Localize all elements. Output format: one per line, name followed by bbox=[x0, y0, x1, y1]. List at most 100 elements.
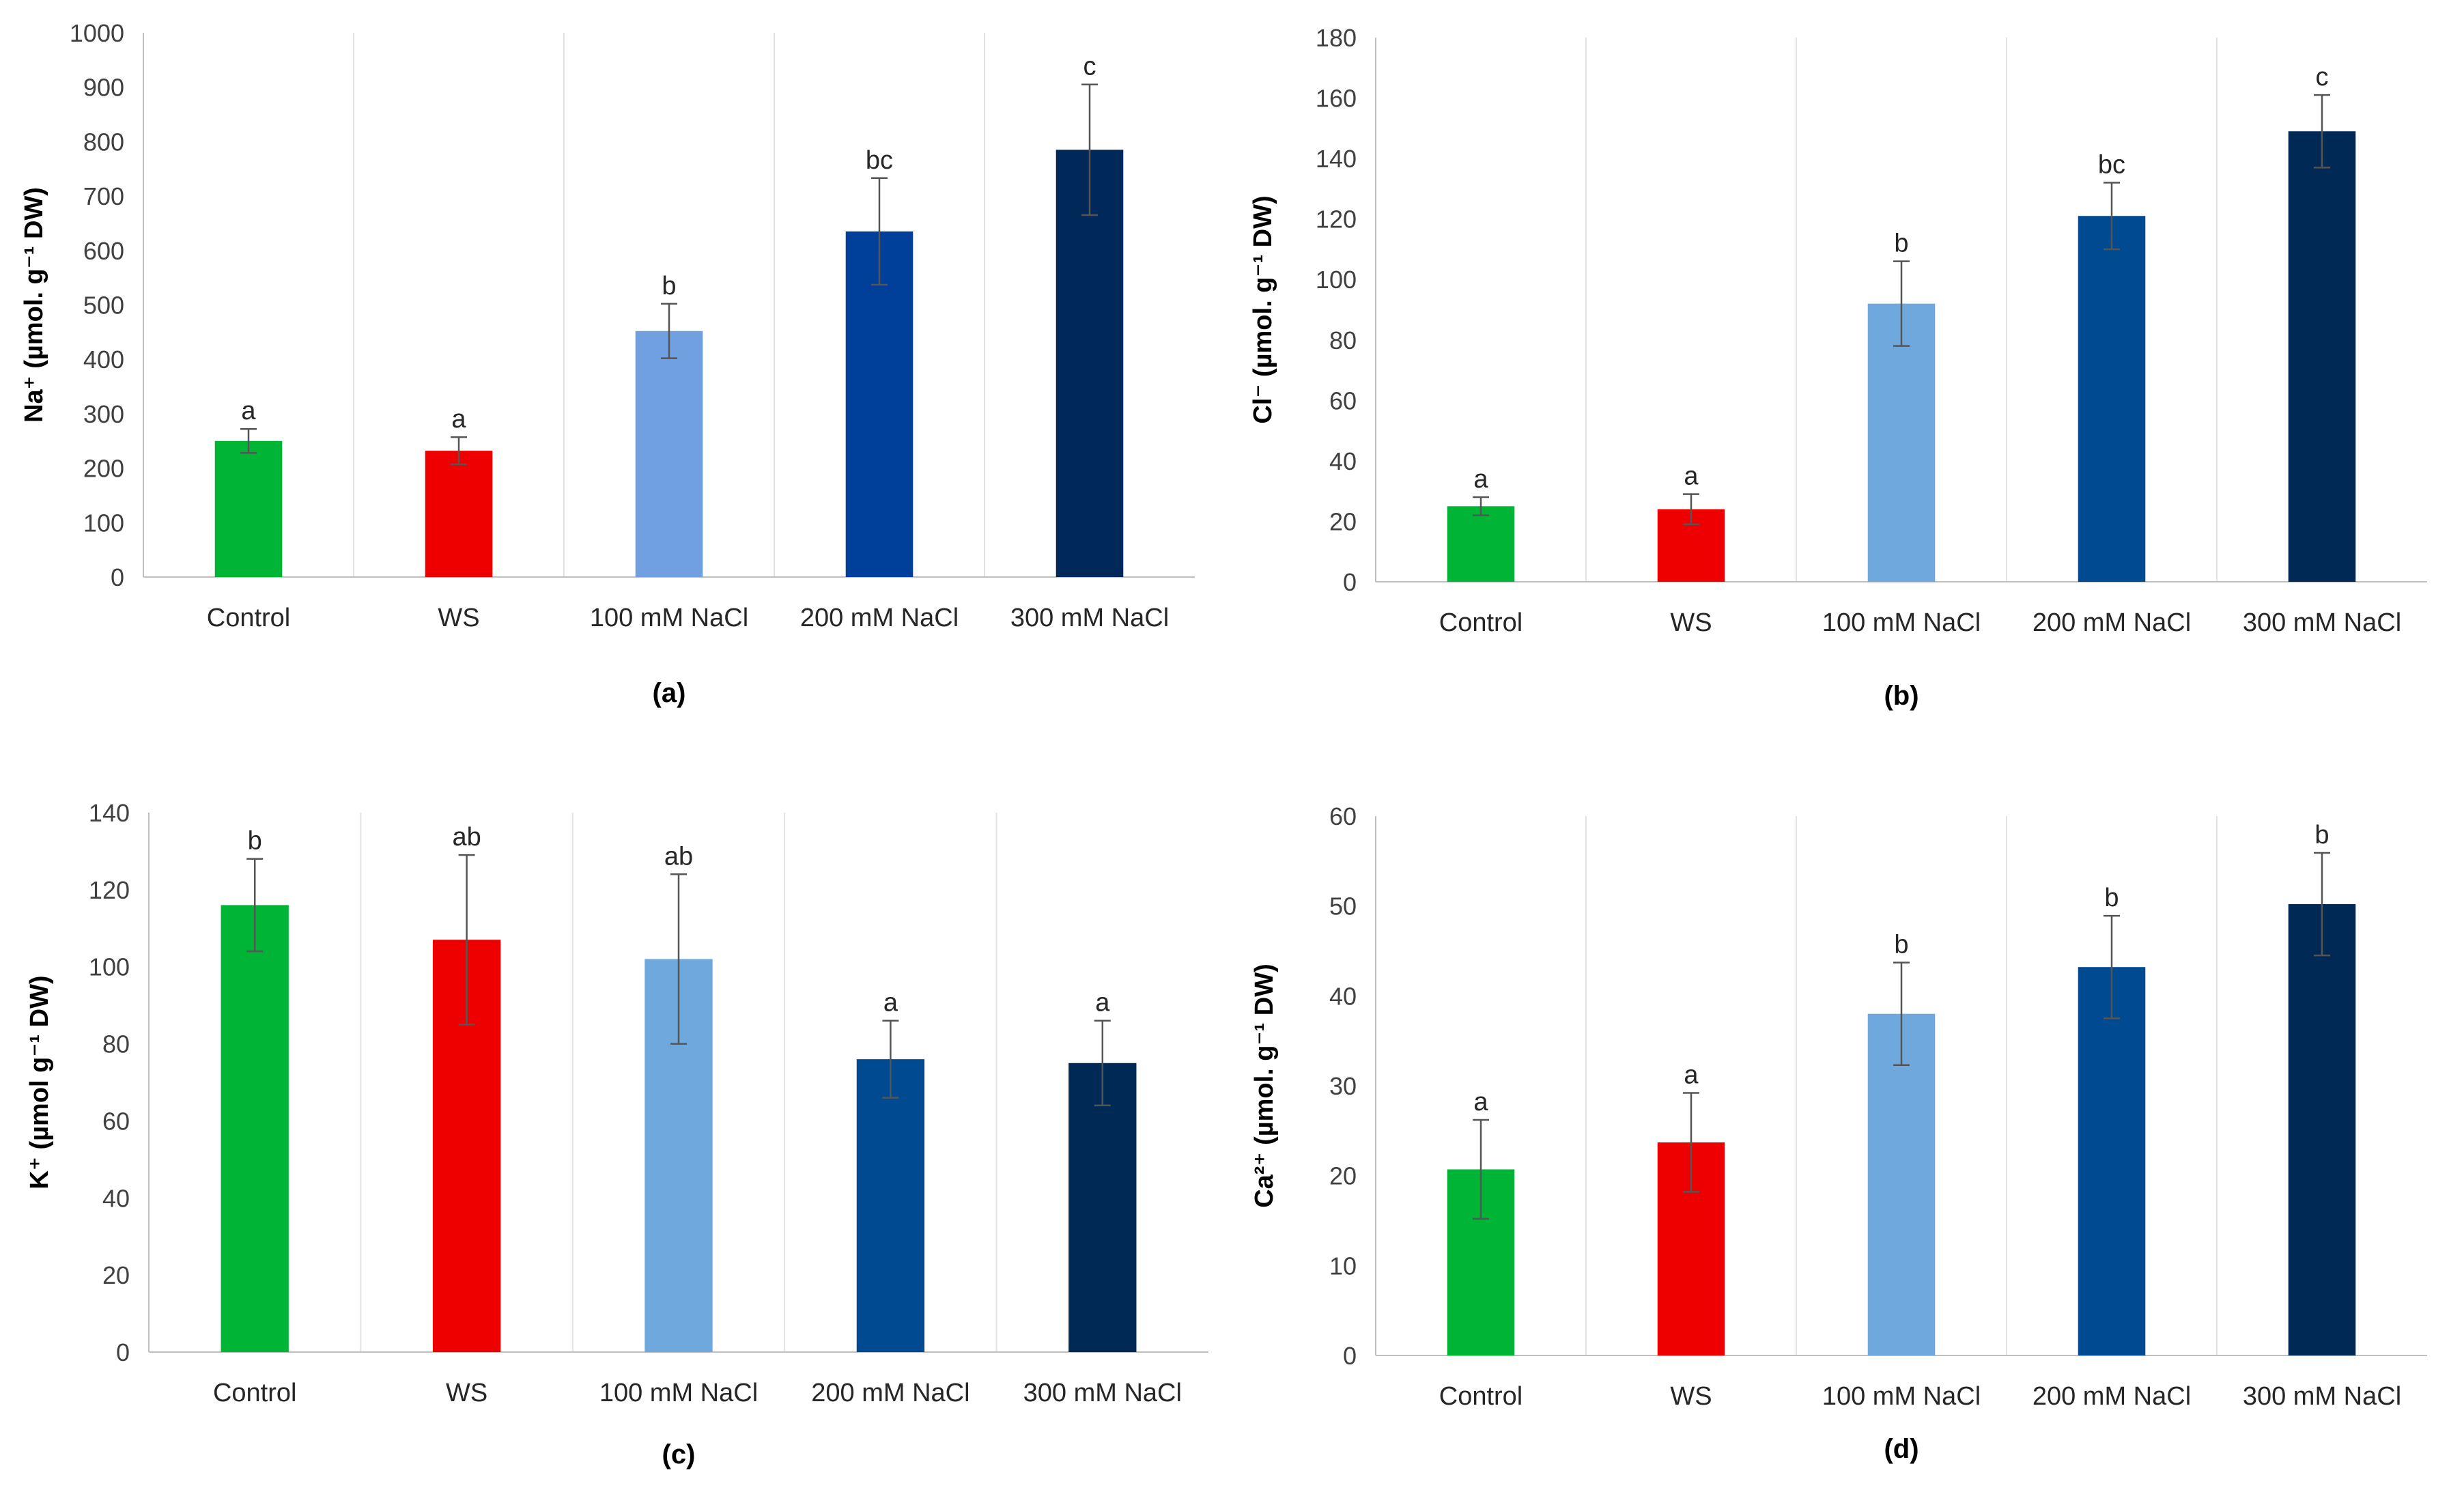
significance-letter: ab bbox=[452, 823, 481, 852]
error-bar-control bbox=[240, 427, 257, 454]
y-tick-label: 60 bbox=[1329, 386, 1357, 414]
panel-label: (d) bbox=[1884, 1434, 1918, 1464]
panel-label: (c) bbox=[662, 1439, 696, 1470]
error-bar-300-mm-nacl bbox=[2314, 94, 2330, 169]
y-tick-label: 400 bbox=[83, 346, 124, 374]
error-bar-100-mm-nacl bbox=[661, 303, 677, 359]
error-bar-ws bbox=[458, 854, 475, 1026]
bar-control bbox=[1447, 506, 1515, 582]
y-tick-label: 60 bbox=[102, 1107, 130, 1135]
significance-letter: a bbox=[451, 405, 466, 434]
x-tick-label: 200 mM NaCl bbox=[2033, 608, 2191, 637]
y-axis-title: K⁺ (µmol g⁻¹ DW) bbox=[25, 975, 54, 1189]
panel-label: (a) bbox=[653, 678, 686, 708]
y-tick-label: 900 bbox=[83, 74, 124, 102]
x-tick-label: WS bbox=[1670, 608, 1712, 637]
y-tick-label: 80 bbox=[102, 1030, 130, 1058]
error-bar-ws bbox=[1683, 1092, 1699, 1193]
x-tick-label: Control bbox=[213, 1379, 297, 1407]
y-tick-label: 500 bbox=[83, 292, 124, 320]
significance-letter: ab bbox=[664, 842, 693, 871]
bar-300-mm-nacl bbox=[1056, 150, 1124, 578]
significance-letter: a bbox=[1473, 1088, 1488, 1116]
significance-letter: a bbox=[1473, 465, 1488, 494]
bar-200-mm-nacl bbox=[845, 231, 914, 577]
y-tick-label: 600 bbox=[83, 237, 124, 265]
significance-letter: c bbox=[1084, 53, 1096, 81]
y-tick-label: 10 bbox=[1329, 1252, 1357, 1280]
bar-300-mm-nacl bbox=[2288, 904, 2356, 1355]
y-tick-label: 0 bbox=[111, 563, 124, 591]
y-axis-title: Ca²⁺ (µmol. g⁻¹ DW) bbox=[1250, 964, 1279, 1208]
error-bar-200-mm-nacl bbox=[871, 177, 888, 286]
significance-letter: a bbox=[883, 989, 898, 1017]
significance-letter: a bbox=[241, 397, 256, 425]
significance-letter: bc bbox=[866, 146, 893, 175]
bar-300-mm-nacl bbox=[1068, 1063, 1137, 1352]
y-tick-label: 120 bbox=[1316, 206, 1357, 234]
y-tick-label: 100 bbox=[1316, 266, 1357, 294]
significance-letter: b bbox=[1894, 931, 1908, 959]
y-tick-label: 700 bbox=[83, 182, 124, 210]
significance-letter: bc bbox=[2098, 151, 2125, 180]
y-tick-label: 140 bbox=[89, 799, 130, 827]
significance-letter: a bbox=[1684, 1061, 1699, 1090]
y-tick-label: 40 bbox=[1329, 447, 1357, 475]
y-axis-title: Na⁺ (µmol. g⁻¹ DW) bbox=[20, 187, 48, 423]
x-tick-label: WS bbox=[438, 604, 479, 632]
error-bar-control bbox=[246, 858, 264, 953]
chart-panel-a: 0 100 200 300 400 500 600 700 800 900 1000 Na⁺ (µmo… bbox=[20, 19, 1195, 708]
error-bar-200-mm-nacl bbox=[882, 1020, 899, 1099]
x-tick-label: 300 mM NaCl bbox=[1023, 1379, 1182, 1407]
error-bar-100-mm-nacl bbox=[1893, 961, 1910, 1066]
x-tick-label: 100 mM NaCl bbox=[599, 1379, 758, 1407]
significance-letter: a bbox=[1684, 462, 1699, 491]
bar-control bbox=[221, 905, 289, 1352]
error-bar-ws bbox=[451, 436, 467, 466]
significance-letter: b bbox=[2314, 821, 2329, 849]
y-tick-label: 100 bbox=[89, 953, 130, 981]
error-bar-control bbox=[1473, 1119, 1489, 1220]
error-bar-200-mm-nacl bbox=[2104, 182, 2120, 251]
y-tick-label: 140 bbox=[1316, 145, 1357, 173]
y-tick-label: 50 bbox=[1329, 892, 1357, 920]
x-tick-label: Control bbox=[207, 604, 291, 632]
y-tick-label: 300 bbox=[83, 400, 124, 428]
bar-ws bbox=[425, 451, 493, 577]
y-tick-label: 40 bbox=[1329, 982, 1357, 1010]
y-tick-label: 60 bbox=[1329, 802, 1357, 830]
y-tick-label: 800 bbox=[83, 128, 124, 156]
error-bar-100-mm-nacl bbox=[670, 873, 687, 1045]
x-tick-label: 300 mM NaCl bbox=[2243, 608, 2401, 637]
significance-letter: b bbox=[2104, 884, 2119, 912]
chart-panel-c: 0 20 40 60 80 100 120 140 K⁺ (µmol g⁻¹ DW) b Contr… bbox=[25, 799, 1208, 1470]
significance-letter: b bbox=[248, 827, 262, 856]
panel-label: (b) bbox=[1884, 681, 1918, 711]
y-tick-label: 1000 bbox=[70, 19, 124, 47]
significance-letter: b bbox=[662, 272, 676, 300]
x-tick-label: 200 mM NaCl bbox=[2033, 1382, 2191, 1411]
error-bar-ws bbox=[1683, 493, 1699, 526]
y-tick-label: 80 bbox=[1329, 326, 1357, 354]
x-tick-label: 300 mM NaCl bbox=[2243, 1382, 2401, 1411]
y-tick-label: 100 bbox=[83, 509, 124, 537]
bar-control bbox=[214, 440, 283, 577]
x-tick-label: 200 mM NaCl bbox=[800, 604, 959, 632]
error-bar-300-mm-nacl bbox=[1081, 83, 1098, 216]
bar-200-mm-nacl bbox=[2078, 216, 2146, 582]
bar-200-mm-nacl bbox=[2078, 967, 2146, 1355]
y-tick-label: 160 bbox=[1316, 85, 1357, 113]
error-bar-200-mm-nacl bbox=[2104, 914, 2120, 1020]
x-tick-label: Control bbox=[1439, 608, 1523, 637]
bar-300-mm-nacl bbox=[2288, 131, 2356, 582]
y-tick-label: 120 bbox=[89, 876, 130, 904]
significance-letter: c bbox=[2316, 63, 2329, 92]
error-bar-100-mm-nacl bbox=[1893, 260, 1910, 347]
x-tick-label: 200 mM NaCl bbox=[811, 1379, 969, 1407]
y-tick-label: 20 bbox=[102, 1261, 130, 1289]
y-tick-label: 20 bbox=[1329, 507, 1357, 535]
chart-panel-d: 0 10 20 30 40 50 60 Ca²⁺ (µmol. g⁻¹ DW) a Control… bbox=[1250, 802, 2427, 1464]
significance-letter: b bbox=[1894, 229, 1908, 258]
y-tick-label: 40 bbox=[102, 1184, 130, 1212]
